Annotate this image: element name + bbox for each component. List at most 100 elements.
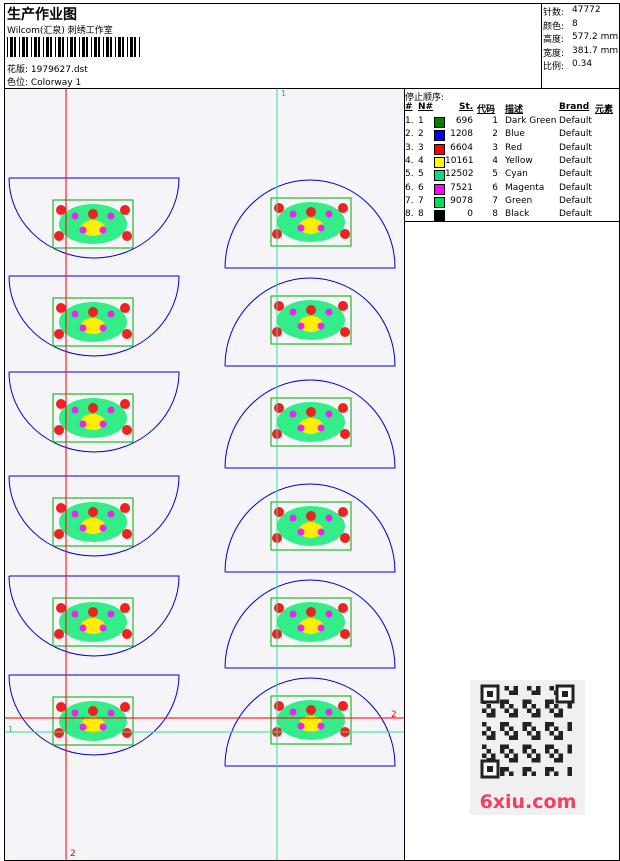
qr-cell bbox=[549, 731, 554, 736]
qr-cell bbox=[549, 686, 554, 691]
motif-fill bbox=[299, 618, 323, 634]
stat-value: 577.2 mm bbox=[572, 32, 619, 42]
qr-cell bbox=[522, 722, 527, 727]
bowl-outline bbox=[8, 371, 180, 453]
motif-fill bbox=[274, 203, 284, 213]
qr-cell bbox=[554, 749, 559, 754]
barcode-bar bbox=[19, 37, 20, 57]
motif-fill bbox=[54, 231, 64, 241]
stat-label: 针数: bbox=[543, 8, 565, 18]
motif-fill bbox=[274, 701, 284, 711]
stat-label: 比例: bbox=[543, 62, 565, 72]
qr-finder bbox=[487, 766, 493, 772]
qr-cell bbox=[500, 771, 505, 776]
barcode bbox=[7, 37, 140, 57]
qr-cell bbox=[509, 771, 514, 776]
motif-fill bbox=[54, 629, 64, 639]
qr-cell bbox=[531, 713, 536, 718]
qr-cell bbox=[554, 726, 559, 731]
motif-fill bbox=[325, 514, 333, 522]
brand: Default bbox=[559, 142, 592, 153]
column-header: Brand bbox=[559, 102, 590, 112]
qr-cell bbox=[513, 708, 518, 713]
seq: 1. bbox=[405, 116, 414, 126]
qr-cell bbox=[567, 771, 572, 776]
motif-fill bbox=[297, 424, 305, 432]
motif-fill bbox=[99, 420, 107, 428]
qr-cell bbox=[500, 704, 505, 709]
barcode-bar bbox=[82, 37, 85, 57]
bowl-outline bbox=[8, 575, 180, 657]
motif-fill bbox=[317, 424, 325, 432]
motif-fill bbox=[120, 603, 130, 613]
barcode-bar bbox=[67, 37, 68, 57]
motif-fill bbox=[88, 403, 98, 413]
qr-cell bbox=[567, 722, 572, 727]
qr-cell bbox=[558, 713, 563, 718]
motif-fill bbox=[274, 301, 284, 311]
qr-cell bbox=[554, 758, 559, 763]
motif-fill bbox=[79, 624, 87, 632]
motif-fill bbox=[122, 529, 132, 539]
barcode-bar bbox=[26, 37, 28, 57]
seq: 3. bbox=[405, 142, 414, 153]
qr-cell bbox=[549, 722, 554, 727]
qr-cell bbox=[536, 731, 541, 736]
qr-cell bbox=[504, 722, 509, 727]
motif-fill bbox=[289, 708, 297, 716]
motif-fill bbox=[71, 709, 79, 717]
motif-fill bbox=[120, 702, 130, 712]
qr-cell bbox=[527, 708, 532, 713]
motif-fill bbox=[54, 529, 64, 539]
motif-fill bbox=[289, 410, 297, 418]
brand: Default bbox=[559, 195, 592, 206]
column-header: 描述 bbox=[505, 105, 524, 115]
motif-fill bbox=[340, 229, 350, 239]
qr-cell bbox=[527, 767, 532, 772]
qr-finder bbox=[487, 691, 493, 697]
motif-fill bbox=[338, 301, 348, 311]
design-file: 花版: 1979627.dst bbox=[7, 65, 88, 75]
n: 2 bbox=[418, 129, 424, 140]
qr-cell bbox=[500, 722, 505, 727]
seq: 4. bbox=[405, 155, 414, 166]
motif-fill bbox=[81, 618, 105, 634]
n: 1 bbox=[418, 116, 424, 126]
motif-fill bbox=[107, 310, 115, 318]
motif-fill bbox=[297, 528, 305, 536]
qr-cell bbox=[558, 735, 563, 740]
qr-cell bbox=[567, 726, 572, 731]
stitches: 10161 bbox=[445, 155, 474, 166]
swatch bbox=[434, 170, 445, 182]
table-bottom bbox=[404, 221, 620, 222]
motif-fill bbox=[99, 324, 107, 332]
bowl-outline bbox=[8, 674, 180, 756]
qr-cell bbox=[567, 749, 572, 754]
motif-fill bbox=[274, 507, 284, 517]
brand: Default bbox=[559, 169, 592, 180]
dome-outline bbox=[224, 579, 396, 669]
barcode-bar bbox=[106, 37, 109, 57]
motif-fill bbox=[56, 503, 66, 513]
qr-cell bbox=[545, 722, 550, 727]
motif-fill bbox=[54, 728, 64, 738]
qr-cell bbox=[500, 726, 505, 731]
n: 4 bbox=[418, 155, 424, 166]
barcode-bar bbox=[22, 37, 25, 57]
motif-fill bbox=[54, 425, 64, 435]
barcode-bar bbox=[46, 37, 49, 57]
qr-cell bbox=[486, 704, 491, 709]
qr-cell bbox=[482, 722, 487, 727]
description: Blue bbox=[505, 129, 525, 140]
motif-fill bbox=[340, 327, 350, 337]
column-header: 元素 bbox=[595, 105, 614, 115]
brand: Default bbox=[559, 209, 592, 220]
n: 6 bbox=[418, 182, 424, 193]
qr-cell bbox=[545, 749, 550, 754]
motif-fill bbox=[99, 226, 107, 234]
qr-cell bbox=[527, 686, 532, 691]
qr-cell bbox=[545, 699, 550, 704]
motif-fill bbox=[122, 728, 132, 738]
qr-cell bbox=[558, 753, 563, 758]
motif-fill bbox=[299, 218, 323, 234]
